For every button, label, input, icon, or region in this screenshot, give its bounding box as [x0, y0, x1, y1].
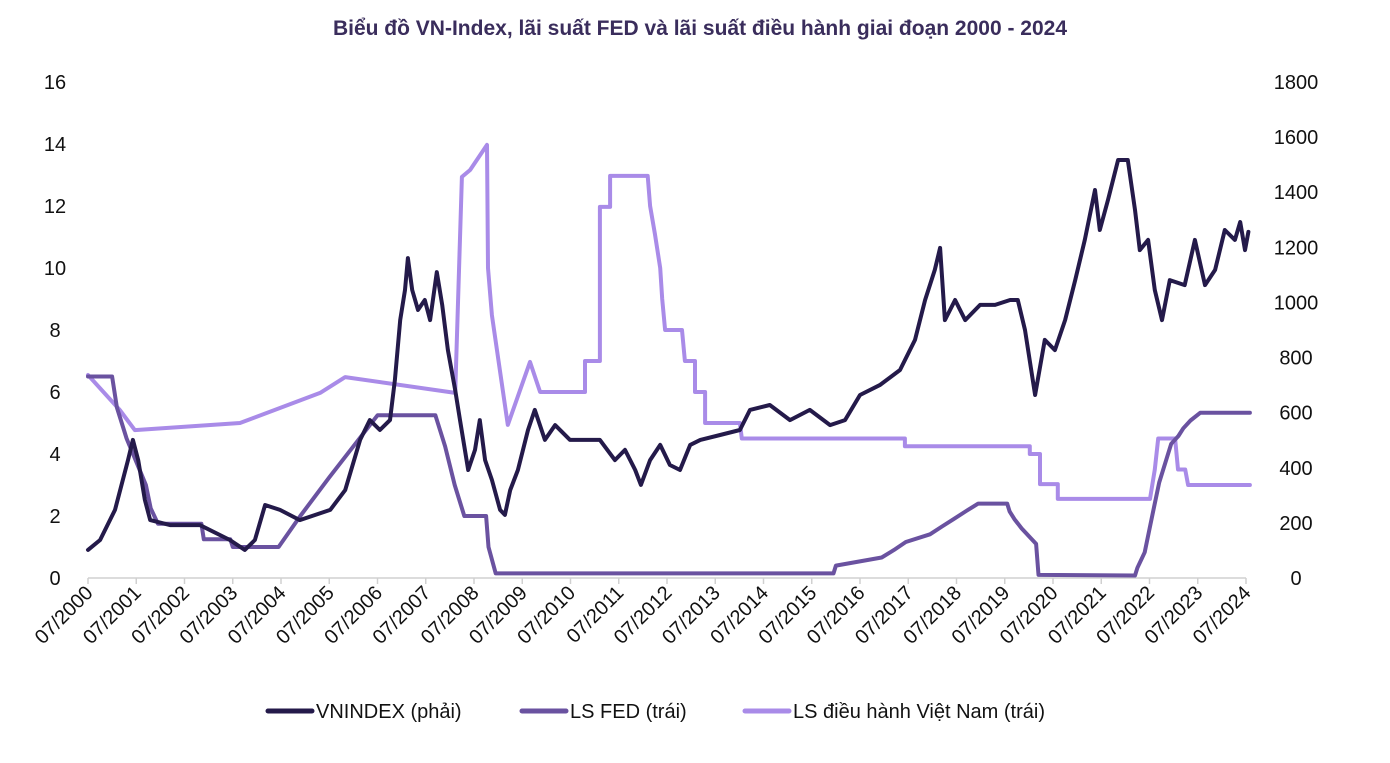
series-line-vn-policy-rate [86, 142, 1252, 501]
y-left-tick-label: 6 [49, 382, 60, 404]
chart-title: Biểu đồ VN-Index, lãi suất FED và lãi su… [333, 17, 1067, 40]
y-left-tick-label: 10 [44, 258, 66, 280]
y-left-tick-label: 2 [49, 506, 60, 528]
y-left-tick-label: 12 [44, 196, 66, 218]
y-left-tick-label: 0 [49, 568, 60, 590]
y-left-tick-label: 16 [44, 72, 66, 94]
legend-label: LS điều hành Việt Nam (trái) [793, 701, 1045, 723]
y-right-tick-label: 1600 [1274, 127, 1319, 149]
series-lines [86, 142, 1252, 578]
y-left-tick-label: 8 [49, 320, 60, 342]
y-right-tick-label: 1200 [1274, 237, 1319, 259]
y-right-tick-label: 1000 [1274, 292, 1319, 314]
legend-label: LS FED (trái) [570, 701, 687, 723]
legend: VNINDEX (phải) LS FED (trái) LS điều hành … [265, 701, 1045, 723]
y-right-tick-label: 800 [1279, 348, 1312, 370]
y-right-tick-label: 200 [1279, 513, 1312, 535]
y-right-tick-label: 1800 [1274, 72, 1319, 94]
legend-label: VNINDEX (phải) [316, 701, 462, 723]
y-left-tick-label: 14 [44, 134, 66, 156]
y-right-tick-label: 600 [1279, 403, 1312, 425]
y-right-tick-label: 0 [1290, 568, 1301, 590]
y-right-tick-label: 1400 [1274, 182, 1319, 204]
series-line-fed-rate [86, 374, 1252, 578]
y-left-tick-label: 4 [49, 444, 60, 466]
y-right-tick-label: 400 [1279, 458, 1312, 480]
series-line-vnindex [86, 158, 1251, 552]
